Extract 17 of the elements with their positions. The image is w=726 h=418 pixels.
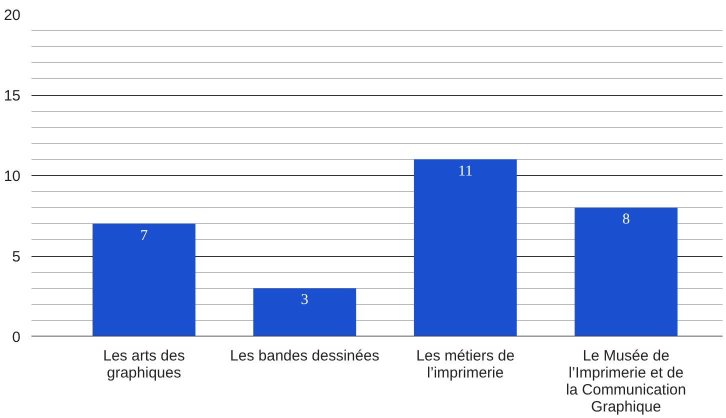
bar — [414, 159, 517, 336]
bar — [574, 208, 678, 336]
bar — [253, 288, 356, 336]
y-tick-label: 10 — [4, 168, 21, 185]
y-tick-label: 5 — [12, 248, 20, 266]
x-tick-label: Les métiers de l’imprimerie — [416, 348, 515, 382]
y-tick-label: 20 — [4, 7, 21, 24]
y-tick-label: 0 — [12, 329, 20, 346]
x-tick-label: Les arts des graphiques — [103, 348, 185, 382]
data-label: 11 — [458, 163, 473, 180]
x-tick-label: Les bandes dessinées — [230, 348, 380, 364]
data-label: 7 — [140, 228, 148, 244]
data-label: 3 — [300, 292, 308, 308]
bar — [92, 224, 196, 336]
data-label: 8 — [622, 212, 630, 228]
x-tick-label: Le Musée de l’Imprimerie et de la Communication Graphique — [566, 348, 686, 416]
y-tick-label: 15 — [4, 88, 21, 104]
